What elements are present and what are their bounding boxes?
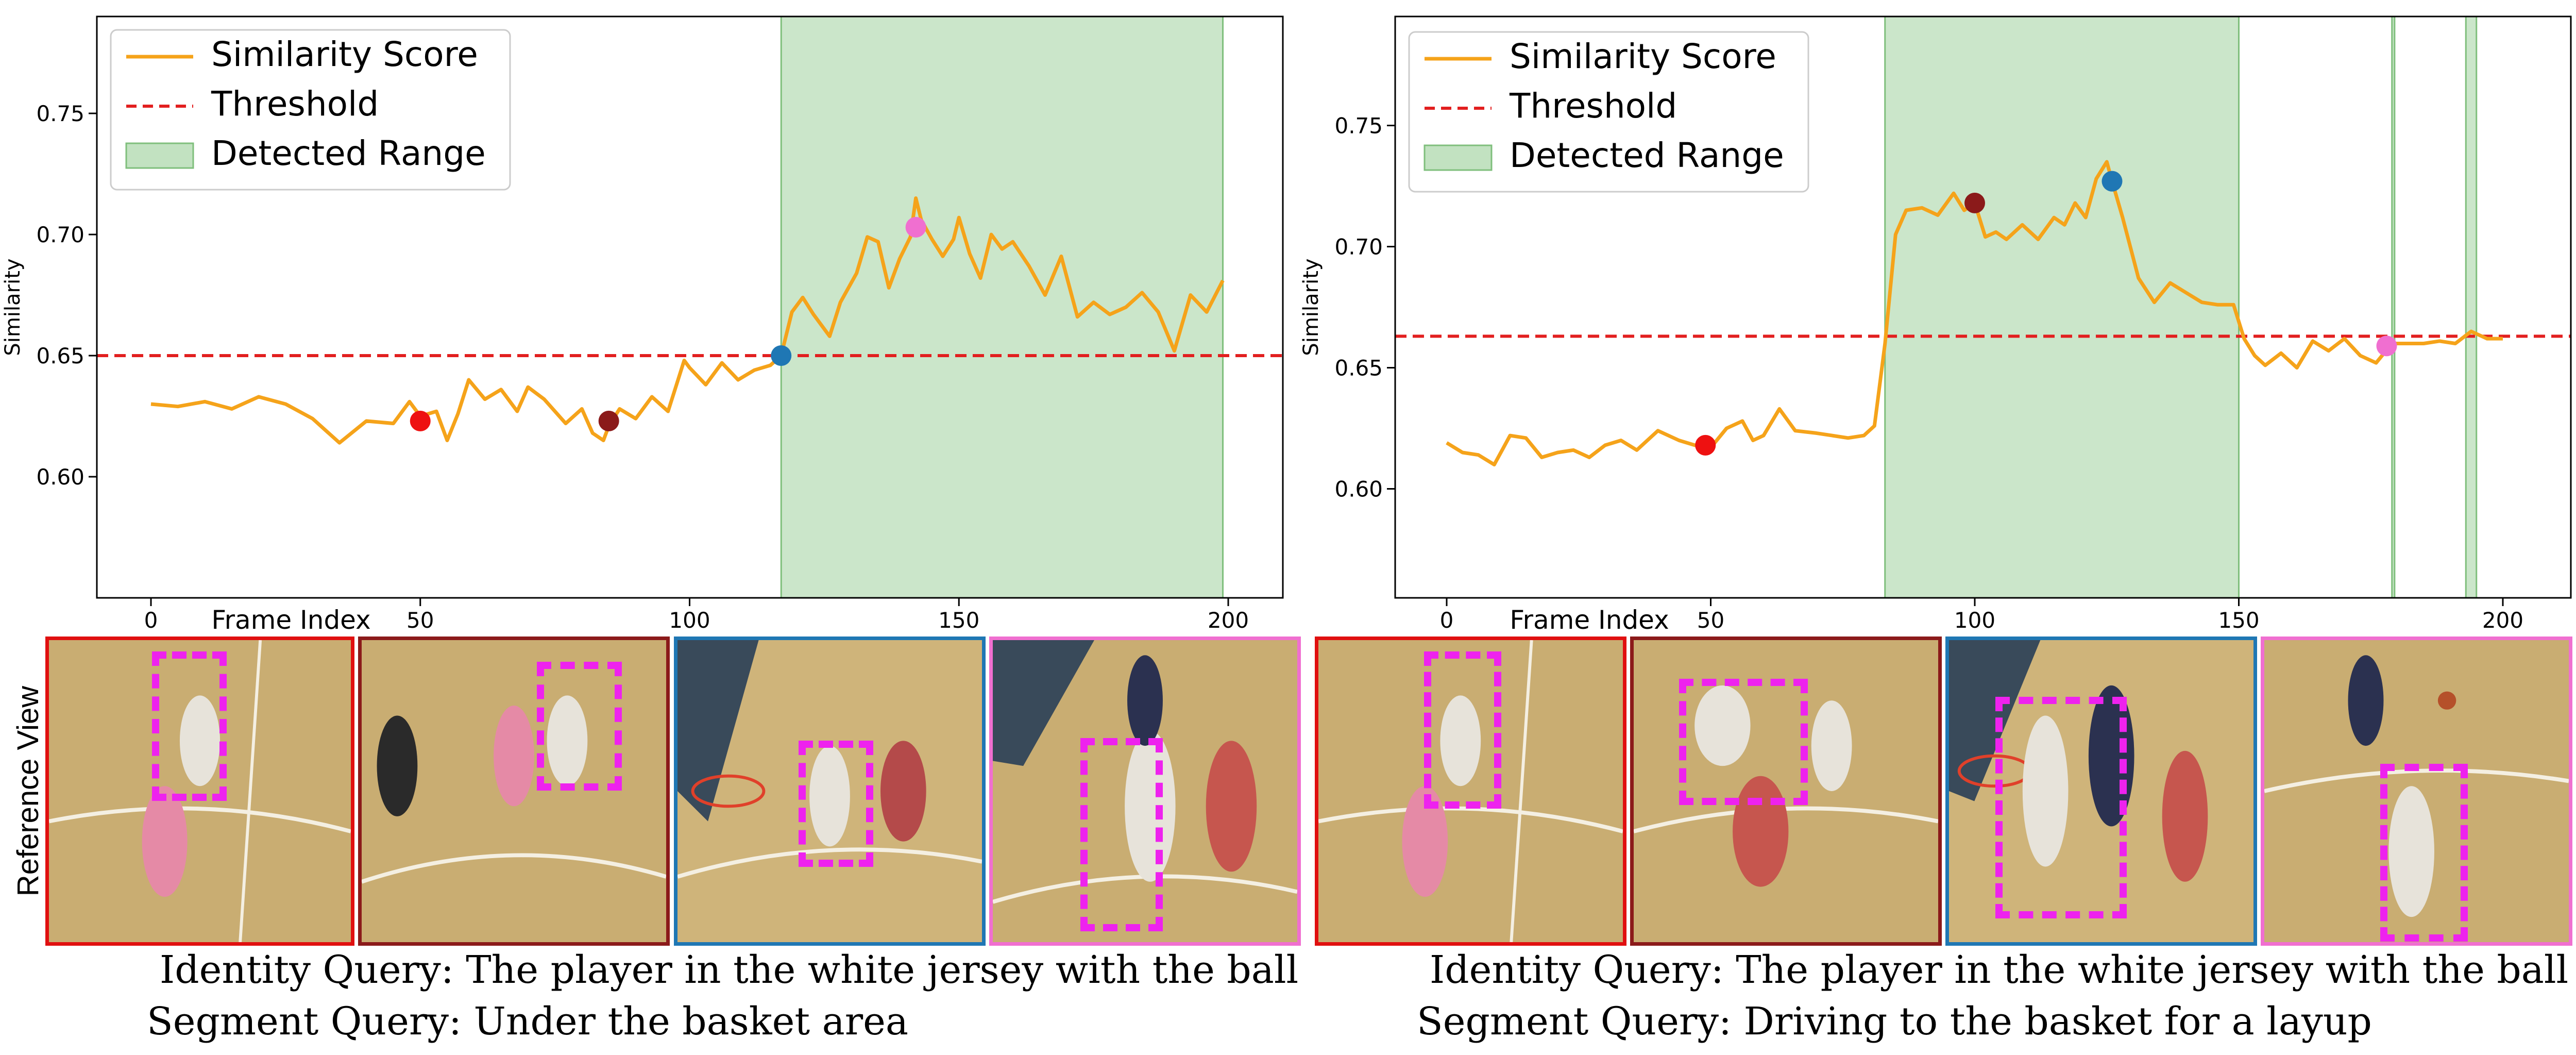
bounding-box — [152, 651, 227, 801]
marker-point-0 — [1695, 434, 1716, 456]
svg-text:Reference View: Reference View — [11, 685, 45, 896]
x-tick-label: 150 — [2218, 608, 2259, 633]
court-image — [2264, 640, 2569, 942]
marker-point-3 — [2376, 336, 2397, 357]
detected-range-0 — [1884, 15, 2240, 599]
bounding-box — [1679, 679, 1808, 805]
x-axis-label: Frame Index — [1510, 605, 1669, 635]
legend-box — [110, 29, 511, 191]
bounding-box — [1080, 738, 1163, 931]
x-tick-label: 200 — [2482, 608, 2523, 633]
plot-frame — [1394, 15, 2572, 599]
court-image — [1318, 640, 1623, 942]
x-tick-label: 150 — [938, 608, 979, 633]
legend-label-range: Detected Range — [1510, 136, 1784, 175]
frame-panel-left-4 — [989, 637, 1301, 946]
marker-point-2 — [771, 345, 792, 366]
segment-query-left: Segment Query: Under the basket area — [147, 999, 909, 1044]
y-axis-label: Similarity — [1299, 258, 1323, 356]
frame-panel-right-1 — [1315, 637, 1626, 946]
y-tick-label: 0.65 — [1334, 356, 1383, 381]
bounding-box — [1424, 651, 1501, 809]
y-tick-label: 0.60 — [36, 464, 84, 490]
y-tick-label: 0.75 — [1334, 113, 1383, 139]
frame-panel-left-2 — [358, 637, 670, 946]
x-tick-label: 100 — [1954, 608, 1995, 633]
legend-label-range: Detected Range — [211, 133, 486, 173]
legend-swatch-range — [125, 142, 194, 169]
reference-view-label: Reference View — [11, 685, 45, 896]
y-tick-label: 0.75 — [36, 101, 84, 126]
bounding-box — [537, 662, 622, 791]
y-tick-label: 0.65 — [36, 343, 84, 369]
legend-label-score: Similarity Score — [1510, 37, 1776, 76]
similarity-chart-left: 0.60 0.65 0.70 0.75 0 50 100 150 200 Frame Index S… — [1, 15, 1284, 635]
x-tick-label: 50 — [1697, 608, 1724, 633]
y-tick-label: 0.70 — [36, 222, 84, 247]
x-tick-label: 0 — [144, 608, 158, 633]
marker-point-1 — [598, 410, 619, 431]
legend-label-threshold: Threshold — [211, 84, 379, 124]
legend-box — [1408, 31, 1809, 193]
legend-label-threshold: Threshold — [1509, 86, 1677, 126]
detected-range-0 — [780, 15, 1224, 599]
x-tick-label: 100 — [669, 608, 710, 633]
similarity-score-line — [1446, 160, 2503, 466]
x-tick-label: 0 — [1440, 608, 1454, 633]
detected-range-1 — [2391, 15, 2396, 599]
frame-panel-right-4 — [2261, 637, 2572, 946]
detected-range-2 — [2465, 15, 2478, 599]
bounding-box — [799, 741, 873, 867]
marker-point-2 — [2102, 171, 2123, 192]
y-tick-label: 0.70 — [1334, 235, 1383, 260]
y-tick-label: 0.60 — [1334, 477, 1383, 502]
y-axis-label: Similarity — [1, 258, 25, 356]
bounding-box — [1995, 697, 2127, 918]
legend-label-score: Similarity Score — [211, 35, 478, 74]
identity-query-right: Identity Query: The player in the white … — [1430, 948, 2569, 992]
frame-panel-right-2 — [1630, 637, 1942, 946]
frame-panel-right-3 — [1945, 637, 2257, 946]
marker-point-0 — [410, 410, 431, 431]
x-tick-label: 50 — [406, 608, 434, 633]
segment-query-right: Segment Query: Driving to the basket for… — [1417, 999, 2372, 1044]
court-image — [677, 640, 982, 942]
frame-panel-left-1 — [45, 637, 354, 946]
x-axis-label: Frame Index — [211, 605, 370, 635]
court-image — [49, 640, 351, 942]
legend-swatch-range — [1423, 144, 1493, 171]
x-tick-label: 200 — [1208, 608, 1249, 633]
frame-panel-left-3 — [674, 637, 986, 946]
marker-point-1 — [1964, 192, 1985, 213]
identity-query-left: Identity Query: The player in the white … — [160, 948, 1299, 992]
court-image — [993, 640, 1297, 942]
similarity-chart-right: 0.60 0.65 0.70 0.75 0 50 100 150 200 Frame Index S… — [1299, 15, 2572, 635]
bounding-box — [2380, 764, 2468, 942]
marker-point-3 — [905, 216, 926, 238]
similarity-score-line — [150, 196, 1225, 445]
